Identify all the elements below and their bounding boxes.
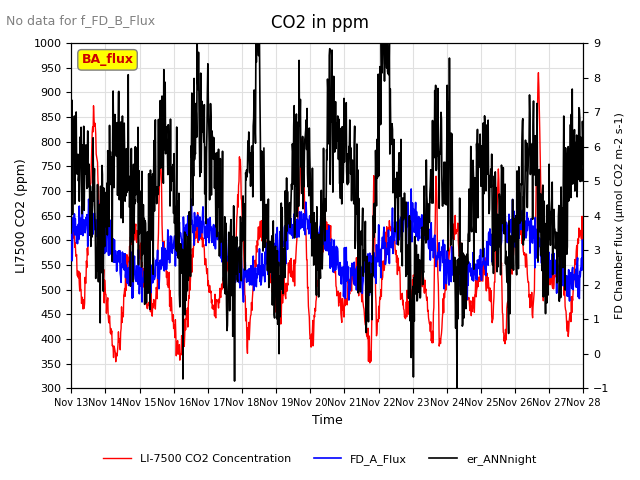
Y-axis label: FD Chamber flux (μmol CO2 m-2 s-1): FD Chamber flux (μmol CO2 m-2 s-1) — [615, 112, 625, 319]
FD_A_Flux — [380, 246, 387, 252]
LI-7500 CO2 Concentration — [366, 360, 374, 366]
LI-7500 CO2 Concentration — [521, 250, 529, 256]
er_ANNnight — [380, 40, 387, 46]
er_ANNnight — [67, 225, 75, 230]
FD_A_Flux — [67, 251, 75, 257]
Text: No data for f_FD_B_Flux: No data for f_FD_B_Flux — [6, 14, 156, 27]
Line: er_ANNnight: er_ANNnight — [71, 43, 583, 388]
X-axis label: Time: Time — [312, 414, 342, 427]
FD_A_Flux — [147, 279, 155, 285]
FD_A_Flux — [521, 219, 529, 225]
LI-7500 CO2 Concentration — [147, 287, 155, 292]
er_ANNnight — [124, 146, 131, 152]
er_ANNnight — [453, 385, 461, 391]
Text: BA_flux: BA_flux — [81, 53, 134, 66]
FD_A_Flux — [579, 247, 587, 253]
Y-axis label: LI7500 CO2 (ppm): LI7500 CO2 (ppm) — [15, 158, 28, 273]
FD_A_Flux — [138, 299, 146, 305]
FD_A_Flux — [522, 218, 529, 224]
LI-7500 CO2 Concentration — [467, 313, 475, 319]
er_ANNnight — [193, 40, 201, 46]
er_ANNnight — [521, 176, 529, 182]
Text: CO2 in ppm: CO2 in ppm — [271, 14, 369, 33]
LI-7500 CO2 Concentration — [380, 258, 387, 264]
er_ANNnight — [468, 229, 476, 235]
Line: FD_A_Flux: FD_A_Flux — [71, 189, 583, 302]
LI-7500 CO2 Concentration — [534, 70, 542, 75]
LI-7500 CO2 Concentration — [124, 271, 131, 276]
er_ANNnight — [522, 137, 529, 143]
FD_A_Flux — [468, 267, 476, 273]
er_ANNnight — [147, 237, 155, 243]
LI-7500 CO2 Concentration — [521, 252, 529, 258]
LI-7500 CO2 Concentration — [67, 222, 75, 228]
Line: LI-7500 CO2 Concentration: LI-7500 CO2 Concentration — [71, 72, 583, 363]
er_ANNnight — [579, 161, 587, 167]
FD_A_Flux — [124, 280, 131, 286]
Legend: LI-7500 CO2 Concentration, FD_A_Flux, er_ANNnight: LI-7500 CO2 Concentration, FD_A_Flux, er… — [99, 450, 541, 469]
LI-7500 CO2 Concentration — [579, 242, 587, 248]
FD_A_Flux — [407, 186, 415, 192]
